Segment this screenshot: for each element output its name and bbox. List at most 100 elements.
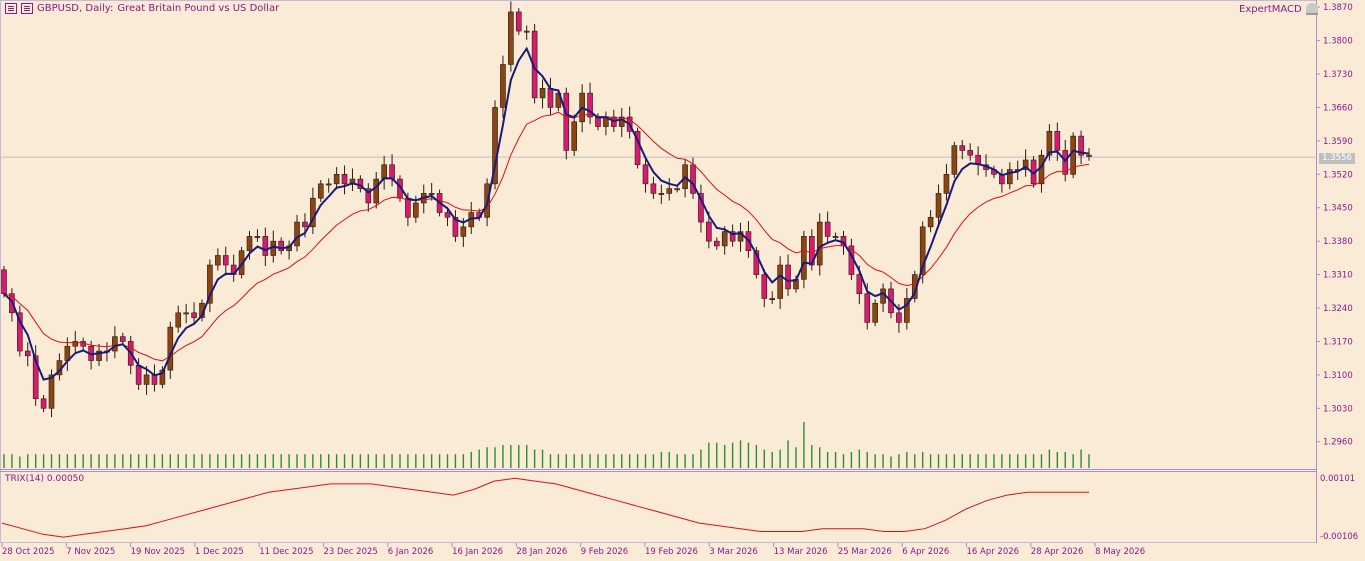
candlesticks: [1, 1, 1092, 418]
candle-body: [96, 350, 102, 361]
candle-body: [1022, 159, 1029, 170]
candle-body: [215, 255, 221, 266]
candle-body: [508, 11, 514, 65]
trix-axis: 0.00101 -0.00106: [1320, 474, 1358, 542]
time-axis: 28 Oct 2025 7 Nov 2025 19 Nov 2025 1 Dec 20…: [1, 543, 1145, 557]
candle-body: [904, 298, 910, 323]
candle-body: [175, 312, 182, 328]
candle-body: [515, 11, 522, 32]
candle-body: [721, 231, 728, 247]
candle-body: [389, 164, 395, 180]
candle-body: [302, 221, 308, 228]
candle-body: [207, 264, 213, 304]
candle-body: [801, 236, 807, 280]
candle-body: [523, 30, 530, 33]
candle-body: [563, 92, 570, 151]
candle-body: [698, 193, 704, 223]
candle-body: [428, 193, 435, 195]
candle-body: [967, 150, 974, 156]
price-tick-label: 1.3240: [1323, 304, 1353, 314]
candle-body: [587, 92, 593, 118]
time-tick-label: 19 Feb 2026: [645, 547, 698, 557]
candle-body: [1, 269, 7, 294]
candle-body: [1046, 131, 1053, 156]
candle-body: [809, 236, 815, 266]
candle-body: [729, 231, 736, 242]
candle-body: [674, 188, 680, 191]
candle-body: [500, 64, 506, 108]
chart-header: GBPUSD, Daily: Great Britain Pound vs US…: [5, 3, 279, 14]
candle-body: [365, 188, 372, 204]
candle-body: [32, 355, 39, 400]
candle-body: [159, 369, 166, 385]
price-tick-label: 1.3660: [1323, 103, 1353, 113]
price-tick-label: 1.3100: [1323, 371, 1353, 381]
symbol-description: Great Britain Pound vs US Dollar: [117, 3, 280, 14]
candle-body: [72, 341, 79, 347]
candle-body: [785, 264, 791, 290]
candle-body: [539, 88, 546, 99]
candle-body: [706, 221, 712, 242]
price-tick-label: 1.3520: [1323, 170, 1353, 180]
candle-body: [547, 88, 554, 108]
time-tick-label: 19 Nov 2025: [131, 547, 185, 557]
candle-body: [452, 216, 459, 237]
candle-body: [373, 178, 380, 204]
candle-body: [951, 145, 958, 175]
candle-body: [48, 374, 55, 409]
candle-body: [1078, 135, 1084, 156]
price-tick-label: 1.3870: [1323, 3, 1353, 13]
candle-body: [341, 174, 348, 185]
price-tick-label: 1.3450: [1323, 204, 1353, 214]
candle-body: [1007, 169, 1013, 185]
trix-tick-label: 0.00101: [1320, 474, 1355, 484]
candle-body: [143, 374, 150, 385]
chart-properties-icon[interactable]: [21, 3, 33, 14]
candle-body: [642, 164, 649, 185]
candle-body: [824, 221, 831, 237]
candle-body: [254, 236, 261, 238]
expert-hat-icon: [1305, 3, 1318, 15]
expert-advisor[interactable]: ExpertMACD: [1239, 3, 1318, 15]
time-tick-label: 28 Oct 2025: [2, 547, 55, 557]
candle-body: [816, 221, 823, 266]
time-tick-label: 23 Dec 2025: [324, 547, 378, 557]
time-tick-label: 16 Apr 2026: [967, 547, 1020, 557]
candle-body: [183, 312, 189, 315]
volume-bars: [3, 422, 1090, 468]
price-tick-label: 1.3030: [1323, 404, 1353, 414]
candle-body: [40, 398, 47, 409]
time-tick-label: 8 May 2026: [1095, 547, 1145, 557]
time-tick-label: 1 Dec 2025: [195, 547, 244, 557]
price-tick-label: 1.3730: [1323, 70, 1353, 80]
price-tick-label: 1.3590: [1323, 137, 1353, 147]
candle-body: [943, 174, 950, 194]
candle-body: [492, 107, 498, 185]
candle-body: [444, 212, 451, 218]
trix-tick-label: -0.00106: [1320, 532, 1358, 542]
time-tick-label: 28 Apr 2026: [1031, 547, 1084, 557]
current-price-label: 1.3556: [1319, 153, 1355, 164]
candle-body: [935, 193, 942, 218]
candle-body: [753, 250, 760, 275]
trix-label: TRIX(14) 0.00050: [5, 474, 85, 484]
slow-moving-average: [3, 111, 1090, 362]
time-tick-label: 7 Nov 2025: [66, 547, 115, 557]
symbol-label: GBPUSD, Daily:: [37, 3, 114, 14]
time-tick-label: 3 Mar 2026: [709, 547, 757, 557]
candle-body: [405, 197, 411, 218]
candle-body: [24, 350, 31, 357]
chart-menu-icon[interactable]: [5, 3, 17, 14]
time-tick-label: 16 Jan 2026: [452, 547, 503, 557]
candle-body: [317, 183, 324, 199]
candle-body: [333, 174, 340, 185]
time-tick-label: 13 Mar 2026: [774, 547, 828, 557]
price-tick-label: 1.3380: [1323, 237, 1353, 247]
fast-moving-average: [3, 46, 1090, 381]
candle-body: [17, 312, 23, 352]
candle-body: [1062, 150, 1069, 175]
candle-body: [119, 336, 126, 342]
candle-body: [1054, 131, 1061, 151]
candle-body: [278, 240, 284, 252]
